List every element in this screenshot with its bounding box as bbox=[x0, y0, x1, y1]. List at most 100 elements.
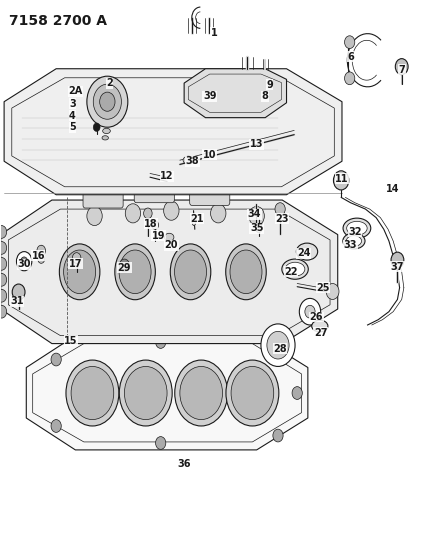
Text: 15: 15 bbox=[64, 336, 78, 346]
Circle shape bbox=[256, 224, 262, 232]
Polygon shape bbox=[1, 200, 338, 344]
Circle shape bbox=[211, 204, 226, 223]
Ellipse shape bbox=[296, 243, 318, 260]
Circle shape bbox=[71, 367, 114, 419]
Circle shape bbox=[299, 298, 321, 325]
Text: 28: 28 bbox=[273, 344, 287, 354]
Polygon shape bbox=[4, 69, 342, 195]
Text: 23: 23 bbox=[276, 214, 289, 224]
Circle shape bbox=[273, 341, 283, 354]
Circle shape bbox=[12, 284, 25, 300]
Circle shape bbox=[125, 367, 167, 419]
Circle shape bbox=[93, 123, 100, 132]
Circle shape bbox=[152, 221, 158, 229]
Ellipse shape bbox=[347, 221, 367, 235]
Ellipse shape bbox=[282, 259, 308, 279]
Circle shape bbox=[125, 204, 141, 223]
Text: 30: 30 bbox=[18, 260, 31, 269]
Text: 3: 3 bbox=[69, 99, 76, 109]
Text: 24: 24 bbox=[297, 248, 310, 258]
Text: 8: 8 bbox=[262, 91, 269, 101]
Text: 39: 39 bbox=[203, 91, 217, 101]
Circle shape bbox=[175, 360, 228, 426]
Text: 29: 29 bbox=[118, 263, 131, 272]
Text: 2A: 2A bbox=[68, 86, 83, 96]
Text: 12: 12 bbox=[160, 171, 174, 181]
Text: 9: 9 bbox=[266, 80, 273, 90]
Text: 14: 14 bbox=[386, 184, 400, 195]
Circle shape bbox=[100, 92, 115, 111]
Circle shape bbox=[267, 332, 289, 359]
Circle shape bbox=[87, 76, 128, 127]
Text: 17: 17 bbox=[68, 259, 82, 269]
Text: 31: 31 bbox=[10, 296, 24, 306]
Circle shape bbox=[163, 201, 179, 220]
Circle shape bbox=[38, 255, 45, 263]
Text: 13: 13 bbox=[250, 139, 263, 149]
Circle shape bbox=[180, 367, 223, 419]
Ellipse shape bbox=[183, 156, 194, 164]
FancyBboxPatch shape bbox=[83, 181, 123, 208]
Circle shape bbox=[292, 386, 302, 399]
Ellipse shape bbox=[343, 233, 365, 249]
Text: 21: 21 bbox=[190, 214, 204, 224]
Circle shape bbox=[0, 305, 7, 318]
Text: 16: 16 bbox=[32, 251, 45, 261]
Text: 26: 26 bbox=[309, 312, 323, 322]
Circle shape bbox=[273, 429, 283, 442]
Text: 4: 4 bbox=[69, 110, 76, 120]
Circle shape bbox=[0, 225, 7, 238]
Circle shape bbox=[249, 206, 265, 225]
Ellipse shape bbox=[346, 236, 362, 246]
Text: 38: 38 bbox=[186, 156, 199, 166]
Ellipse shape bbox=[226, 244, 266, 300]
Ellipse shape bbox=[103, 128, 110, 134]
Circle shape bbox=[0, 257, 7, 270]
Text: 32: 32 bbox=[348, 227, 362, 237]
Text: 37: 37 bbox=[391, 262, 404, 271]
Circle shape bbox=[51, 419, 61, 432]
Circle shape bbox=[37, 245, 45, 256]
Circle shape bbox=[72, 253, 81, 263]
Polygon shape bbox=[184, 69, 286, 118]
Circle shape bbox=[66, 360, 119, 426]
Text: 34: 34 bbox=[248, 209, 261, 220]
Text: 22: 22 bbox=[284, 267, 297, 277]
Ellipse shape bbox=[164, 233, 174, 241]
Text: 27: 27 bbox=[314, 328, 327, 338]
Ellipse shape bbox=[115, 244, 155, 300]
Ellipse shape bbox=[64, 250, 95, 294]
Circle shape bbox=[119, 360, 172, 426]
Ellipse shape bbox=[285, 262, 305, 276]
Circle shape bbox=[0, 241, 7, 254]
Text: 20: 20 bbox=[165, 240, 178, 250]
Text: 2: 2 bbox=[106, 78, 113, 88]
Circle shape bbox=[51, 353, 61, 366]
Circle shape bbox=[395, 59, 408, 75]
Circle shape bbox=[21, 257, 27, 265]
Text: 35: 35 bbox=[250, 223, 263, 233]
Circle shape bbox=[0, 273, 7, 286]
Circle shape bbox=[17, 252, 32, 271]
Circle shape bbox=[261, 324, 295, 367]
Circle shape bbox=[326, 284, 339, 300]
Text: 11: 11 bbox=[335, 174, 349, 184]
Ellipse shape bbox=[192, 215, 196, 225]
Circle shape bbox=[226, 360, 279, 426]
Ellipse shape bbox=[93, 111, 121, 124]
Circle shape bbox=[93, 84, 122, 119]
Ellipse shape bbox=[230, 250, 262, 294]
Ellipse shape bbox=[170, 244, 211, 300]
Text: 7: 7 bbox=[398, 65, 405, 75]
Ellipse shape bbox=[343, 218, 371, 238]
Circle shape bbox=[144, 208, 152, 219]
Circle shape bbox=[0, 289, 7, 302]
Text: 1: 1 bbox=[211, 28, 217, 38]
Ellipse shape bbox=[175, 250, 207, 294]
Circle shape bbox=[87, 206, 102, 225]
Polygon shape bbox=[26, 336, 308, 450]
Ellipse shape bbox=[59, 244, 100, 300]
Circle shape bbox=[345, 36, 355, 49]
Circle shape bbox=[119, 259, 130, 272]
Text: 18: 18 bbox=[144, 219, 158, 229]
